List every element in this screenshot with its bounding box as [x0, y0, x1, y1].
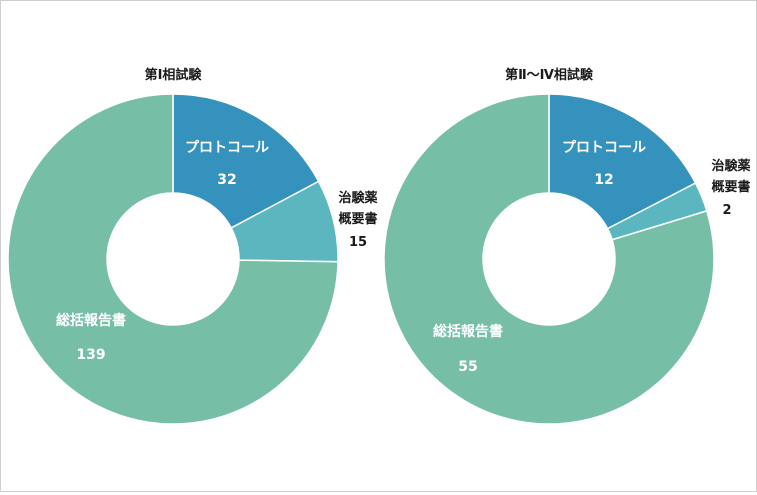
slice-value-protocol: 32: [217, 172, 236, 188]
slice-value-ib: 2: [722, 203, 731, 218]
donut-chart-phase-2-4: [383, 93, 715, 425]
slice-label-ib-line1: 治験薬: [711, 158, 751, 174]
chart-title-phase-2-4: 第Ⅱ～Ⅳ相試験: [505, 67, 594, 83]
slice-value-protocol: 12: [594, 172, 613, 188]
slice-csr: [383, 93, 715, 425]
slice-label-protocol: プロトコール: [562, 140, 646, 156]
slice-label-ib-line2: 概要書: [338, 211, 377, 227]
slice-value-csr: 55: [458, 359, 477, 375]
slice-value-csr: 139: [76, 347, 105, 363]
donut-chart-phase-1: [7, 93, 339, 425]
slice-label-ib-line1: 治験薬: [338, 190, 378, 206]
chart-title-phase-1: 第Ⅰ相試験: [145, 67, 203, 83]
slice-label-ib-line2: 概要書: [711, 179, 750, 195]
slice-csr: [7, 93, 339, 425]
slice-label-protocol: プロトコール: [185, 140, 269, 156]
slice-value-ib: 15: [349, 235, 367, 250]
slice-label-csr: 総括報告書: [56, 312, 126, 329]
slice-protocol: [172, 93, 320, 229]
slice-label-csr: 総括報告書: [433, 323, 503, 340]
slice-protocol: [548, 93, 697, 230]
